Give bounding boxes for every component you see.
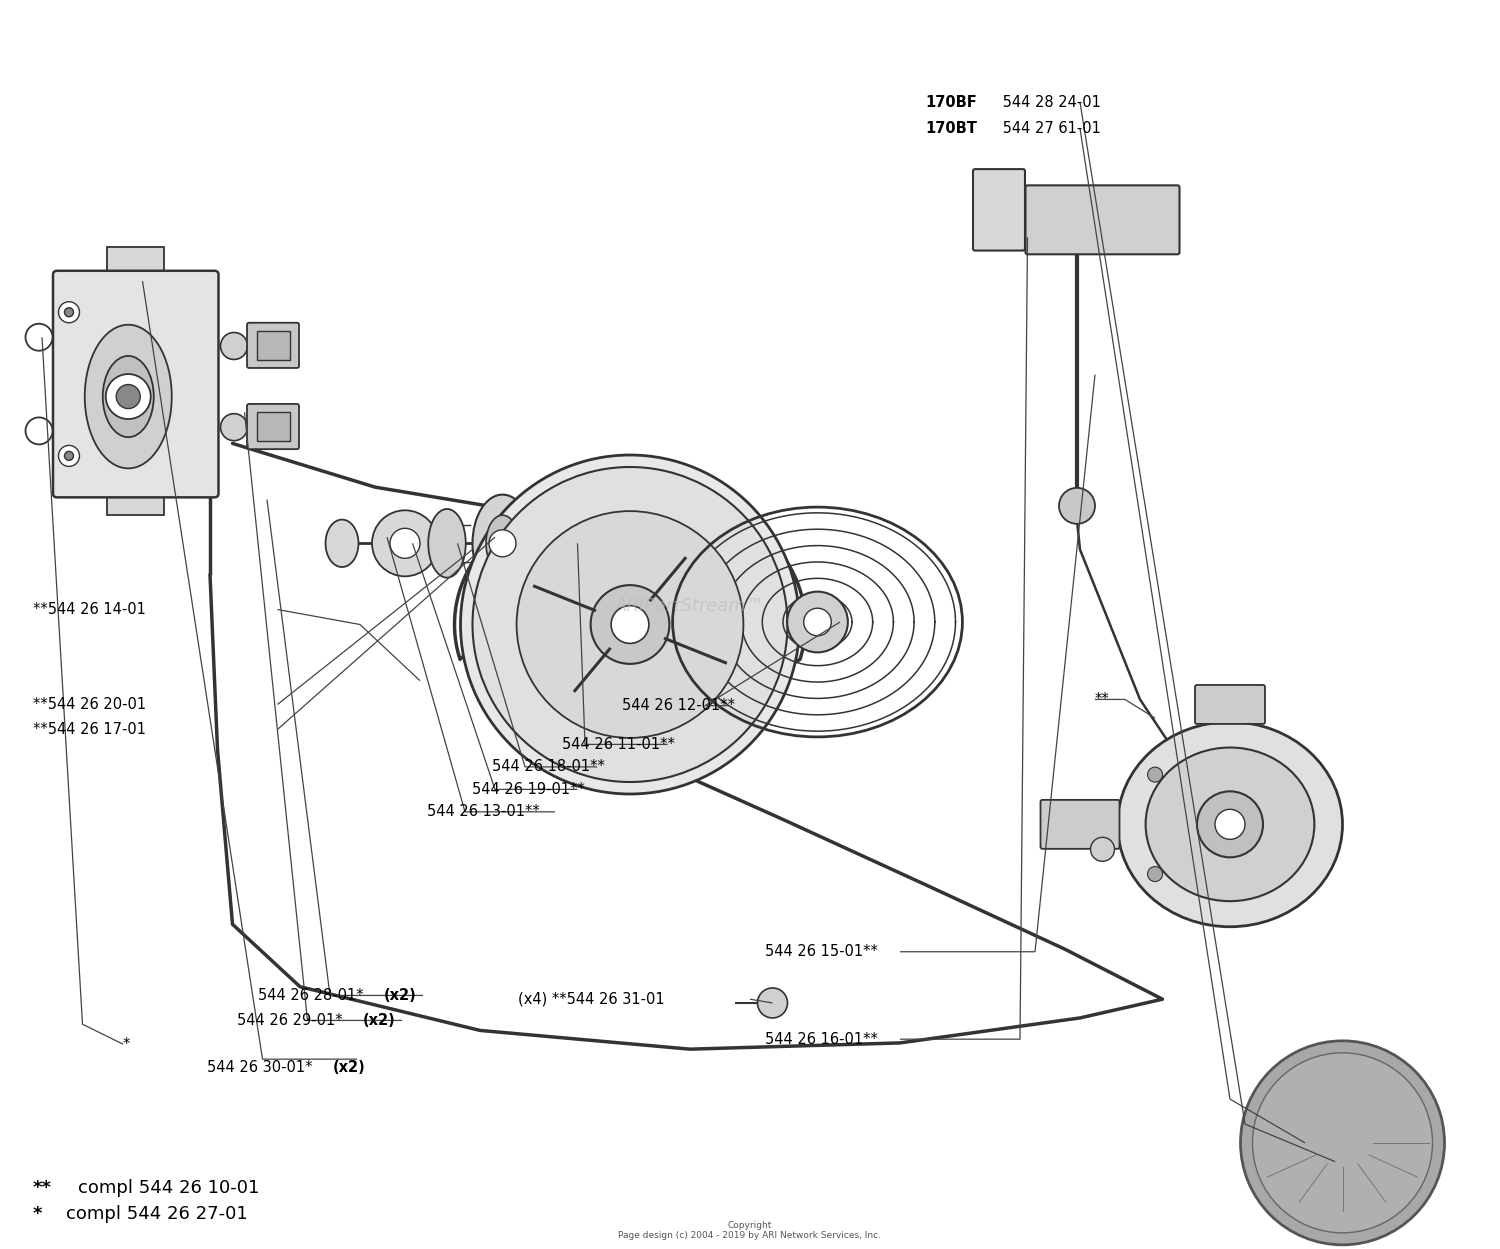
Circle shape — [26, 417, 53, 445]
Circle shape — [1215, 809, 1245, 839]
Text: compl 544 26 10-01: compl 544 26 10-01 — [78, 1179, 260, 1197]
Circle shape — [58, 302, 80, 322]
Text: 170BT: 170BT — [926, 121, 978, 136]
Text: (x2): (x2) — [363, 1013, 396, 1028]
Text: 170BF: 170BF — [926, 95, 978, 110]
Ellipse shape — [84, 325, 171, 468]
Ellipse shape — [1146, 748, 1314, 902]
Circle shape — [1090, 837, 1114, 862]
Circle shape — [460, 455, 800, 794]
FancyBboxPatch shape — [248, 322, 298, 368]
Text: Copyright
Page design (c) 2004 - 2019 by ARI Network Services, Inc.: Copyright Page design (c) 2004 - 2019 by… — [618, 1220, 882, 1240]
Circle shape — [1252, 1053, 1432, 1233]
Circle shape — [560, 533, 580, 553]
Text: 544 26 16-01**: 544 26 16-01** — [765, 1032, 877, 1047]
Bar — [256, 331, 290, 360]
Text: 544 26 29-01*: 544 26 29-01* — [237, 1013, 346, 1028]
Text: **: ** — [33, 1179, 53, 1197]
Circle shape — [516, 511, 744, 738]
Text: **: ** — [1095, 692, 1110, 707]
Text: (x2): (x2) — [333, 1060, 366, 1075]
Text: 544 26 28-01*: 544 26 28-01* — [258, 988, 369, 1003]
Circle shape — [788, 592, 847, 652]
Circle shape — [489, 530, 516, 557]
Circle shape — [1197, 792, 1263, 857]
Text: 544 26 11-01**: 544 26 11-01** — [562, 737, 675, 752]
Text: ARIPartStream™: ARIPartStream™ — [615, 597, 765, 615]
Circle shape — [1059, 488, 1095, 523]
Bar — [108, 247, 165, 279]
Text: (x2): (x2) — [384, 988, 417, 1003]
Text: 544 27 61-01: 544 27 61-01 — [998, 121, 1101, 136]
FancyBboxPatch shape — [974, 169, 1024, 251]
Circle shape — [1240, 1040, 1444, 1245]
Ellipse shape — [429, 510, 465, 577]
Text: *: * — [33, 1205, 42, 1223]
Text: 544 26 19-01**: 544 26 19-01** — [472, 782, 585, 797]
Text: **544 26 14-01: **544 26 14-01 — [33, 602, 146, 617]
Bar — [256, 412, 290, 441]
Circle shape — [372, 511, 438, 576]
Bar — [108, 487, 165, 515]
Circle shape — [610, 606, 650, 643]
Circle shape — [220, 413, 248, 441]
FancyBboxPatch shape — [53, 271, 219, 497]
Circle shape — [758, 988, 788, 1018]
Circle shape — [220, 332, 248, 360]
Circle shape — [26, 323, 53, 351]
Circle shape — [64, 451, 74, 461]
Circle shape — [1148, 867, 1162, 882]
Circle shape — [804, 608, 831, 636]
Text: **544 26 17-01: **544 26 17-01 — [33, 722, 146, 737]
Circle shape — [472, 467, 788, 782]
Circle shape — [390, 528, 420, 558]
Text: 544 26 12-01**: 544 26 12-01** — [622, 698, 735, 713]
Ellipse shape — [472, 495, 532, 592]
Circle shape — [117, 385, 141, 408]
Circle shape — [591, 585, 669, 664]
Text: (x4) **544 26 31-01: (x4) **544 26 31-01 — [518, 992, 664, 1007]
Text: 544 26 18-01**: 544 26 18-01** — [492, 759, 604, 774]
Ellipse shape — [1118, 722, 1342, 927]
Ellipse shape — [486, 516, 519, 572]
Circle shape — [1148, 767, 1162, 782]
Ellipse shape — [326, 520, 358, 567]
Circle shape — [105, 373, 150, 420]
Text: **544 26 20-01: **544 26 20-01 — [33, 697, 146, 712]
Ellipse shape — [102, 356, 153, 437]
Text: 544 28 24-01: 544 28 24-01 — [998, 95, 1101, 110]
FancyBboxPatch shape — [248, 403, 298, 450]
Circle shape — [58, 446, 80, 466]
FancyBboxPatch shape — [1196, 684, 1264, 724]
Circle shape — [543, 516, 597, 571]
FancyBboxPatch shape — [1026, 185, 1179, 255]
Text: 544 26 15-01**: 544 26 15-01** — [765, 944, 877, 959]
FancyBboxPatch shape — [1041, 799, 1119, 849]
Text: compl 544 26 27-01: compl 544 26 27-01 — [66, 1205, 248, 1223]
Text: 544 26 30-01*: 544 26 30-01* — [207, 1060, 316, 1075]
Text: *: * — [123, 1037, 130, 1052]
Text: 544 26 13-01**: 544 26 13-01** — [427, 804, 540, 819]
Circle shape — [64, 307, 74, 317]
